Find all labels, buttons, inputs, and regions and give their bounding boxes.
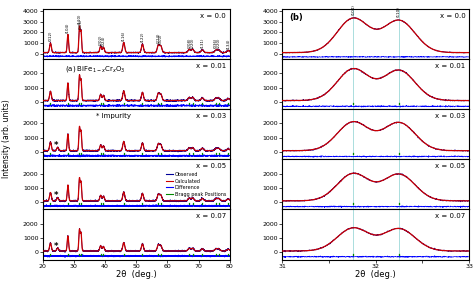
Text: (220): (220) bbox=[217, 38, 221, 48]
Text: (131): (131) bbox=[201, 38, 204, 48]
Text: (a) BiFe$_{1-x}$Cr$_x$O$_3$: (a) BiFe$_{1-x}$Cr$_x$O$_3$ bbox=[65, 64, 125, 74]
Text: (036): (036) bbox=[214, 38, 218, 48]
Text: x = 0.01: x = 0.01 bbox=[196, 63, 226, 69]
Text: (110): (110) bbox=[77, 14, 82, 24]
Text: *: * bbox=[54, 191, 58, 200]
Text: x = 0.03: x = 0.03 bbox=[196, 113, 226, 119]
Text: (208): (208) bbox=[187, 37, 191, 48]
Text: *: * bbox=[54, 141, 58, 150]
Text: Intensity (arb. units): Intensity (arb. units) bbox=[2, 99, 11, 178]
Text: (134): (134) bbox=[226, 38, 230, 49]
Text: (214): (214) bbox=[156, 32, 160, 43]
Text: (202): (202) bbox=[99, 34, 102, 45]
Text: x = 0.07: x = 0.07 bbox=[435, 214, 465, 219]
Text: * Impurity: * Impurity bbox=[96, 113, 131, 119]
Text: (122): (122) bbox=[140, 32, 145, 42]
Text: *: * bbox=[54, 242, 58, 250]
Text: (006): (006) bbox=[79, 18, 83, 29]
Text: x = 0.0: x = 0.0 bbox=[440, 13, 465, 19]
Text: (b): (b) bbox=[290, 13, 303, 22]
Text: (300): (300) bbox=[159, 34, 163, 44]
Text: x = 0.07: x = 0.07 bbox=[196, 214, 226, 219]
Text: (110): (110) bbox=[397, 6, 401, 17]
Text: x = 0.05: x = 0.05 bbox=[196, 163, 226, 169]
X-axis label: 2θ  (deg.): 2θ (deg.) bbox=[116, 270, 156, 279]
Text: (116): (116) bbox=[122, 30, 126, 41]
Text: x = 0.0: x = 0.0 bbox=[201, 13, 226, 19]
Legend: Observed, Calculated, Difference, Bragg peak Positions: Observed, Calculated, Difference, Bragg … bbox=[165, 171, 228, 198]
X-axis label: 2θ  (deg.): 2θ (deg.) bbox=[356, 270, 396, 279]
Text: x = 0.05: x = 0.05 bbox=[436, 163, 465, 169]
Text: x = 0.03: x = 0.03 bbox=[435, 113, 465, 119]
Text: (024): (024) bbox=[101, 35, 106, 46]
Text: x = 0.01: x = 0.01 bbox=[435, 63, 465, 69]
Text: (104): (104) bbox=[351, 4, 355, 15]
Text: (220): (220) bbox=[191, 37, 195, 47]
Text: (104): (104) bbox=[66, 22, 70, 33]
Text: (012): (012) bbox=[48, 31, 53, 41]
